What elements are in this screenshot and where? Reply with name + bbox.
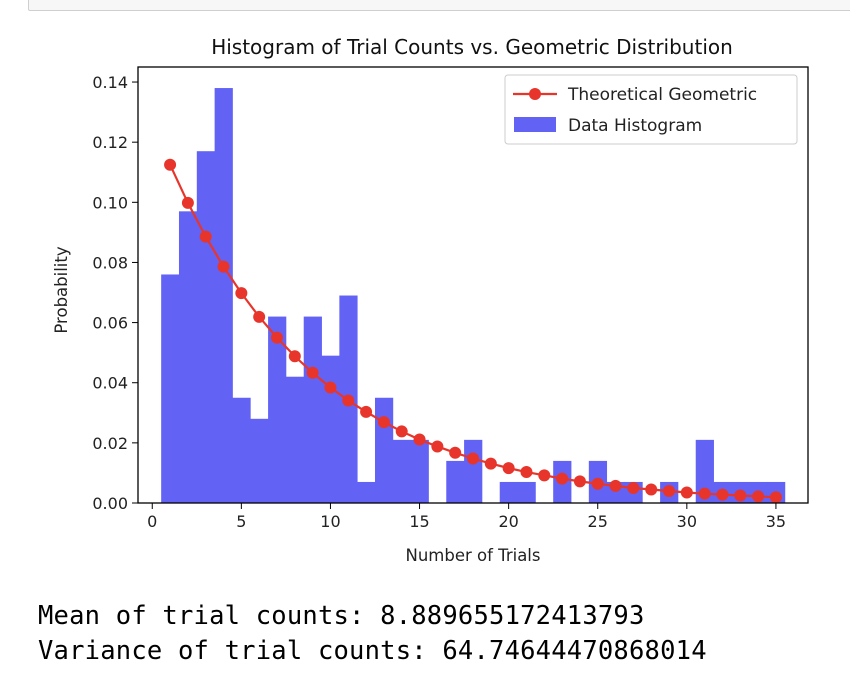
geometric-point: [573, 475, 586, 488]
y-tick-label: 0.04: [92, 374, 128, 393]
geometric-point: [235, 287, 248, 300]
geometric-point: [217, 260, 230, 273]
histogram-bar: [446, 460, 465, 503]
histogram-bar: [232, 397, 251, 503]
geometric-point: [591, 477, 604, 490]
x-tick-label: 10: [320, 512, 340, 531]
histogram-bar: [357, 481, 376, 503]
x-tick-label: 0: [147, 512, 157, 531]
y-tick-label: 0.08: [92, 253, 128, 272]
geometric-point: [734, 489, 747, 502]
plot-frame: [137, 66, 809, 504]
geometric-point: [556, 472, 569, 485]
histogram-bar: [321, 355, 340, 503]
y-axis: 0.00 0.02 0.04 0.06 0.08 0.10 0.12 0.14: [92, 73, 138, 513]
geometric-point: [181, 196, 194, 209]
variance-output: Variance of trial counts: 64.74644470868…: [38, 636, 707, 666]
geometric-point: [467, 452, 479, 465]
geometric-point: [324, 381, 337, 394]
geometric-point: [431, 440, 444, 453]
histogram-bar: [517, 481, 536, 503]
geometric-point: [502, 462, 515, 475]
histogram-chart: Histogram of Trial Counts vs. Geometric …: [52, 35, 809, 565]
histogram-bar: [196, 151, 216, 503]
geometric-point: [609, 479, 622, 492]
x-tick-label: 20: [498, 512, 518, 531]
legend: Theoretical Geometric Data Histogram: [504, 74, 798, 145]
x-axis: 0 5 10 15 20 25 30 35: [147, 503, 786, 531]
legend-bar-patch: [514, 117, 556, 132]
geometric-point: [288, 350, 301, 363]
histogram-bar: [250, 418, 269, 503]
geometric-point: [680, 486, 693, 499]
chart-title: Histogram of Trial Counts vs. Geometric …: [211, 35, 733, 59]
y-axis-label: Probability: [52, 246, 71, 333]
geometric-point: [698, 487, 711, 500]
geometric-point: [377, 416, 390, 429]
geometric-point: [342, 394, 355, 407]
mean-output: Mean of trial counts: 8.889655172413793: [38, 601, 645, 631]
x-tick-label: 5: [236, 512, 246, 531]
geometric-point: [395, 425, 408, 438]
geometric-point: [716, 488, 729, 501]
geometric-point: [360, 405, 373, 418]
geometric-point: [769, 491, 782, 504]
legend-dot-marker: [529, 88, 541, 100]
histogram-bar: [268, 316, 287, 503]
previous-input-cell: [28, 0, 850, 11]
histogram-bars: [161, 88, 786, 503]
geometric-point: [164, 158, 177, 171]
geometric-point: [627, 481, 640, 494]
histogram-bar: [285, 376, 305, 503]
y-tick-label: 0.14: [92, 73, 128, 92]
geometric-point: [752, 490, 765, 503]
geometric-point: [645, 483, 658, 496]
histogram-bar: [214, 88, 233, 503]
geometric-point: [538, 469, 551, 482]
legend-box: [504, 74, 798, 145]
x-tick-label: 25: [588, 512, 608, 531]
geometric-point: [306, 366, 319, 379]
histogram-bar: [303, 316, 322, 503]
geometric-point: [270, 331, 283, 344]
y-tick-label: 0.12: [92, 133, 128, 152]
y-tick-label: 0.10: [92, 193, 128, 212]
histogram-bar: [499, 481, 518, 503]
geometric-point: [663, 484, 676, 497]
histogram-bar: [464, 439, 483, 503]
geometric-point: [199, 230, 212, 243]
y-tick-label: 0.00: [92, 494, 128, 513]
y-tick-label: 0.06: [92, 314, 128, 333]
legend-label-histogram: Data Histogram: [568, 116, 702, 136]
histogram-bar: [161, 274, 180, 503]
geometric-point: [520, 466, 533, 479]
geometric-point: [484, 457, 497, 470]
geometric-series: [164, 158, 782, 504]
geometric-point: [413, 433, 426, 446]
legend-label-geometric: Theoretical Geometric: [567, 85, 757, 105]
histogram-bar: [695, 439, 714, 503]
histogram-bar: [374, 397, 394, 503]
geometric-point: [449, 446, 462, 459]
histogram-bar: [178, 211, 198, 503]
x-tick-label: 15: [409, 512, 429, 531]
histogram-bar: [392, 439, 412, 503]
x-tick-label: 30: [677, 512, 697, 531]
x-tick-label: 35: [766, 512, 786, 531]
histogram-bar: [410, 439, 429, 503]
x-axis-label: Number of Trials: [406, 546, 541, 565]
geometric-point: [253, 310, 266, 323]
y-tick-label: 0.02: [92, 434, 128, 453]
